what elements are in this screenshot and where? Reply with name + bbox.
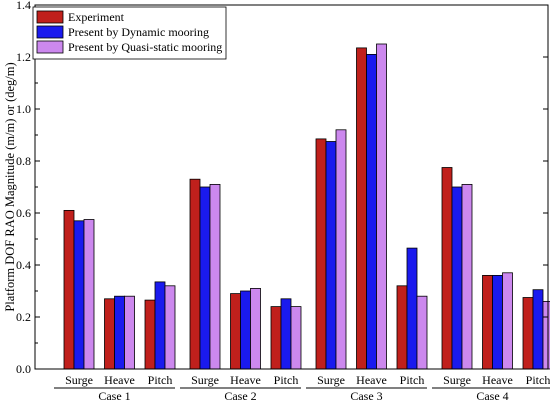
bar-case-3-surge-3 — [335, 129, 347, 370]
bar-case-4-pitch-1 — [522, 297, 534, 370]
y-tick-label: 0.8 — [16, 154, 31, 168]
group-label-case-1: Case 1 — [98, 389, 130, 403]
axes-layer: 0.0 0.2 0.4 0.6 0.8 1.0 1.2 1.4 — [16, 0, 549, 376]
group-label-case-3: Case 3 — [350, 389, 382, 403]
bar-case-4-heave-2 — [492, 274, 503, 370]
legend-label-3: Present by Quasi-static mooring — [68, 40, 222, 54]
x-tick-label-pitch: Pitch — [148, 373, 173, 387]
bar-case-2-heave-2 — [240, 290, 251, 370]
bar-case-3-surge-1 — [315, 138, 327, 370]
bar-case-2-surge-3 — [209, 183, 221, 370]
y-tick-label: 1.2 — [16, 50, 31, 64]
bar-case-1-pitch-2 — [154, 281, 166, 370]
bar-case-3-heave-2 — [366, 54, 377, 370]
bar-case-1-surge-3 — [83, 219, 95, 370]
bar-case-4-surge-2 — [451, 186, 463, 370]
bar-case-4-heave-1 — [482, 274, 493, 370]
bar-case-1-surge-1 — [63, 209, 75, 370]
bar-case-4-heave-3 — [502, 272, 513, 370]
bar-case-3-surge-2 — [325, 141, 337, 370]
legend-box — [32, 6, 227, 60]
bar-case-1-heave-1 — [104, 298, 115, 370]
bar-case-4-pitch-3 — [542, 300, 550, 370]
x-tick-label-heave: Heave — [230, 373, 261, 387]
x-tick-label-pitch: Pitch — [526, 373, 550, 387]
x-tick-label-heave: Heave — [482, 373, 513, 387]
x-tick-label-surge: Surge — [65, 373, 93, 387]
legend-swatch-2 — [36, 25, 64, 39]
y-tick-label: 0.2 — [16, 310, 31, 324]
bar-case-4-surge-3 — [461, 183, 473, 370]
bar-case-2-pitch-3 — [290, 306, 302, 370]
x-tick-label-surge: Surge — [443, 373, 471, 387]
x-tick-label-pitch: Pitch — [400, 373, 425, 387]
bar-case-2-surge-2 — [199, 186, 211, 370]
bar-case-2-pitch-1 — [270, 306, 282, 370]
x-tick-label-surge: Surge — [191, 373, 219, 387]
y-tick-label: 1.4 — [16, 0, 31, 12]
x-tick-label-heave: Heave — [104, 373, 135, 387]
bar-case-2-heave-3 — [250, 287, 261, 370]
bar-case-4-pitch-2 — [532, 289, 544, 370]
bar-case-3-pitch-2 — [406, 247, 418, 370]
legend-swatch-1 — [36, 10, 64, 24]
bar-case-3-heave-3 — [376, 43, 387, 370]
bars-layer — [63, 43, 550, 370]
bar-case-1-surge-2 — [73, 220, 85, 370]
y-tick-label: 1.0 — [16, 102, 31, 116]
bar-case-1-pitch-1 — [144, 299, 156, 370]
legend-swatch-3 — [36, 40, 64, 54]
y-tick-label: 0.0 — [16, 362, 31, 376]
y-axis-title: Platform DOF RAO Magnitude (m/m) or (deg… — [3, 62, 17, 311]
bar-case-1-heave-3 — [124, 295, 135, 370]
bar-case-3-pitch-3 — [416, 295, 428, 370]
bar-case-3-pitch-1 — [396, 285, 408, 370]
bar-case-2-pitch-2 — [280, 298, 292, 370]
x-tick-label-surge: Surge — [317, 373, 345, 387]
labels-layer: Surge Heave Pitch Case 1 Surge Heave Pitch Case… — [54, 373, 550, 403]
x-tick-label-heave: Heave — [356, 373, 387, 387]
legend-label-1: Experiment — [68, 10, 125, 24]
y-tick-label: 0.6 — [16, 206, 31, 220]
bar-case-4-surge-1 — [441, 167, 453, 370]
legend-label-2: Present by Dynamic mooring — [68, 25, 209, 39]
bar-case-1-heave-2 — [114, 295, 125, 370]
group-label-case-4: Case 4 — [476, 389, 508, 403]
bar-case-3-heave-1 — [356, 47, 367, 370]
bar-case-1-pitch-3 — [164, 285, 176, 370]
group-label-case-2: Case 2 — [224, 389, 256, 403]
bar-case-2-heave-1 — [230, 293, 241, 370]
y-tick-label: 0.4 — [16, 258, 31, 272]
x-tick-label-pitch: Pitch — [274, 373, 299, 387]
bar-case-2-surge-1 — [189, 178, 201, 370]
